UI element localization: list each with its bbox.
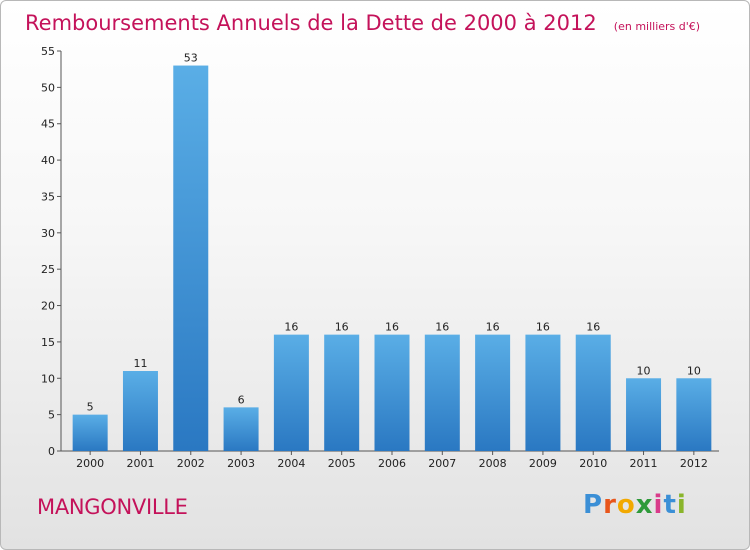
y-tick-label: 5 [48,409,55,422]
data-label: 16 [335,321,349,334]
data-label: 10 [687,364,701,377]
data-label: 6 [238,393,245,406]
y-tick-label: 15 [41,336,55,349]
bar [374,334,410,451]
title-unit: (en milliers d'€) [614,20,700,33]
data-label: 16 [284,321,298,334]
bar [475,334,511,451]
y-tick-label: 25 [41,263,55,276]
x-tick-label: 2006 [378,457,406,470]
bar [223,407,259,451]
x-tick-label: 2004 [277,457,305,470]
data-labels: 5 11 53 6 16 16 16 16 16 16 16 10 10 [87,52,701,414]
bar [424,334,460,451]
y-tick-label: 0 [48,445,55,458]
y-tick-label: 20 [41,300,55,313]
title-main: Remboursements Annuels de la Dette de 20… [25,11,597,35]
data-label: 5 [87,401,94,414]
bar [525,334,561,451]
x-tick-label: 2008 [479,457,507,470]
x-tick-label: 2001 [126,457,154,470]
chart-title: Remboursements Annuels de la Dette de 20… [25,11,700,35]
logo-letter: x [635,490,654,520]
bar [626,378,662,451]
bar [324,334,360,451]
y-tick-label: 45 [41,118,55,131]
bar [676,378,712,451]
data-label: 16 [385,321,399,334]
y-tick-label: 40 [41,154,55,167]
x-tick-label: 2005 [328,457,356,470]
y-tick-label: 35 [41,190,55,203]
x-tick-label: 2012 [680,457,708,470]
bar [173,65,209,451]
data-label: 10 [637,364,651,377]
y-tick-label: 50 [41,81,55,94]
proxiti-logo: Proxiti [583,490,687,520]
logo-letter: i [676,490,687,520]
data-label: 16 [486,321,500,334]
data-label: 16 [536,321,550,334]
y-tick-label: 30 [41,227,55,240]
bar [273,334,309,451]
x-tick-label: 2003 [227,457,255,470]
y-tick-label: 10 [41,372,55,385]
data-label: 11 [133,357,147,370]
data-label: 53 [184,52,198,65]
x-tick-label: 2002 [177,457,205,470]
logo-letter: r [603,490,617,520]
axes: 0 5 10 15 20 25 30 35 40 45 50 55 2000 2001 2002 2003 20… [41,45,719,470]
data-label: 16 [435,321,449,334]
bar [122,371,158,451]
logo-letter: P [583,490,604,520]
logo-letter: t [663,490,677,520]
x-tick-label: 2010 [579,457,607,470]
logo-letter: o [616,490,636,520]
bar [72,414,108,451]
x-tick-label: 2000 [76,457,104,470]
bar [575,334,611,451]
x-tick-label: 2007 [428,457,456,470]
bars [72,65,712,451]
logo-letter: i [653,490,664,520]
y-tick-label: 55 [41,45,55,58]
data-label: 16 [586,321,600,334]
location-name: MANGONVILLE [37,495,188,519]
x-tick-label: 2009 [529,457,557,470]
x-tick-label: 2011 [630,457,658,470]
